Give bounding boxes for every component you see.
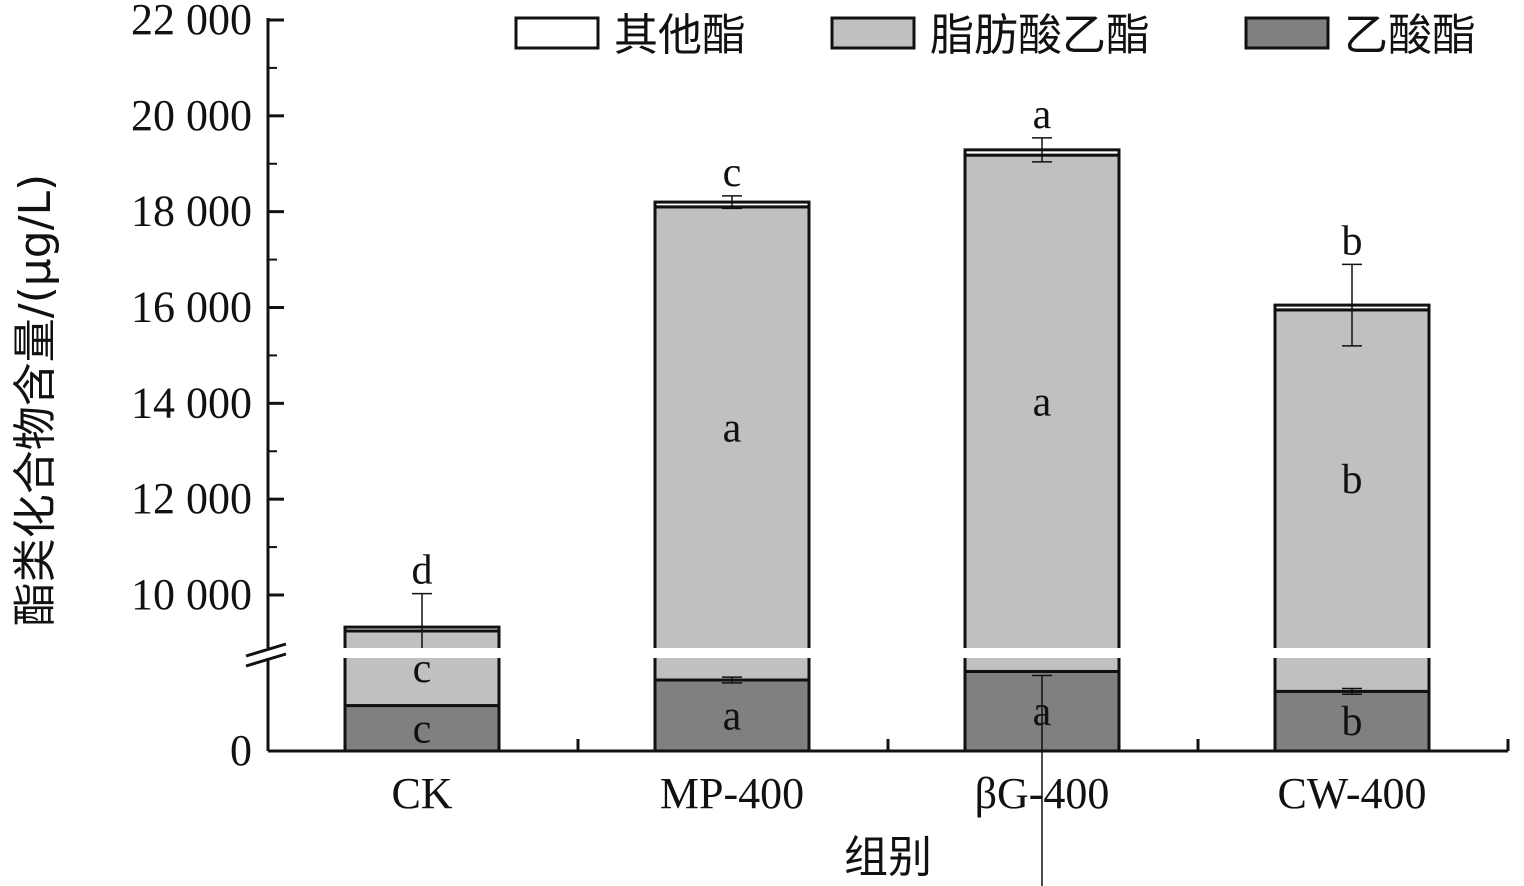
sig-letter-total: d <box>412 548 433 594</box>
sig-letter-fatty-ester: b <box>1342 457 1363 503</box>
sig-letter-total: a <box>1033 92 1052 138</box>
y-tick-label: 22 000 <box>131 0 252 44</box>
legend-swatch <box>830 16 916 50</box>
sig-letter-acetate: a <box>723 694 742 740</box>
bar-acetate-CW-400 <box>1273 689 1431 753</box>
bar-acetate-CK <box>343 704 501 753</box>
x-tick-label: CK <box>391 769 452 818</box>
sig-letter-fatty-ester: a <box>723 405 742 451</box>
bar-break-gap <box>1272 648 1432 658</box>
axis-break-mark <box>245 652 287 668</box>
y-axis-title: 酯类化合物含量/(μg/L) <box>10 174 61 626</box>
sig-letter-acetate: c <box>413 706 432 752</box>
legend-label: 乙酸酯 <box>1344 10 1476 61</box>
sig-letter-total: c <box>723 150 742 196</box>
x-axis-title: 组别 <box>844 832 932 883</box>
y-tick-label: 16 000 <box>131 283 252 332</box>
y-tick-label: 0 <box>230 726 252 775</box>
legend-label: 脂肪酸乙酯 <box>930 10 1150 61</box>
sig-letter-fatty-ester: a <box>1033 380 1052 426</box>
sig-letter-fatty-ester: c <box>413 646 432 692</box>
axis-break-mark <box>245 642 287 658</box>
axis-break-gap <box>248 648 288 658</box>
legend-swatch <box>1244 16 1330 50</box>
x-tick-label: βG-400 <box>975 769 1110 818</box>
y-tick-label: 18 000 <box>131 187 252 236</box>
bar-fatty-ester-βG-400 <box>963 153 1121 673</box>
legend-swatch <box>514 16 600 50</box>
y-tick-label: 12 000 <box>131 474 252 523</box>
legend-label: 其他酯 <box>614 10 746 61</box>
sig-letter-total: b <box>1342 218 1363 264</box>
x-tick-label: CW-400 <box>1277 769 1426 818</box>
bar-break-gap <box>652 648 812 658</box>
y-tick-label: 20 000 <box>131 91 252 140</box>
bar-break-gap <box>962 648 1122 658</box>
x-tick-label: MP-400 <box>660 769 804 818</box>
sig-letter-acetate: b <box>1342 699 1363 745</box>
sig-letter-acetate: a <box>1033 689 1052 735</box>
y-tick-label: 10 000 <box>131 570 252 619</box>
bar-break-gap <box>342 648 502 658</box>
y-tick-label: 14 000 <box>131 378 252 427</box>
